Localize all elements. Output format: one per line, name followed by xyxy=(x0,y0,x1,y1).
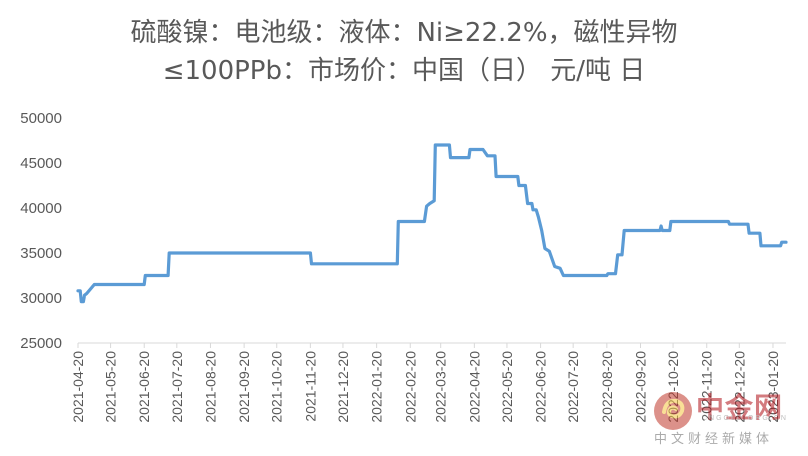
x-tick-label: 2022-11-20 xyxy=(699,351,715,422)
x-tick-label: 2021-08-20 xyxy=(202,351,218,423)
x-tick-label: 2021-06-20 xyxy=(136,351,152,423)
x-tick-label: 2022-06-20 xyxy=(533,351,549,423)
y-tick-label: 45000 xyxy=(20,155,62,172)
watermark-domain: CNGOLD.ORG.CN xyxy=(702,415,788,422)
x-tick-label: 2022-02-20 xyxy=(402,351,418,423)
cngold-logo-icon xyxy=(654,392,692,430)
x-axis: 2021-04-20 2021-05-20 2021-06-20 2021-07-20… xyxy=(70,342,786,423)
x-tick-label: 2022-01-20 xyxy=(369,351,385,423)
x-tick-label: 2022-08-20 xyxy=(599,351,615,423)
plot-area xyxy=(76,143,788,304)
chart-title-line-2: ≤100PPb：市场价：中国（日） 元/吨 日 xyxy=(162,56,646,86)
y-tick-label: 50000 xyxy=(20,110,62,127)
x-tick-label: 2022-07-20 xyxy=(565,351,581,423)
y-axis: 25000 30000 35000 40000 45000 50000 xyxy=(20,110,62,352)
x-tick-label: 2021-05-20 xyxy=(103,351,119,423)
x-tick-label: 2021-10-20 xyxy=(269,351,285,423)
x-tick-label: 2021-04-20 xyxy=(70,351,86,423)
x-tick-label: 2023-01-20 xyxy=(765,351,781,423)
y-tick-label: 40000 xyxy=(20,200,62,217)
chart-title-line-1: 硫酸镍：电池级：液体：Ni≥22.2%，磁性异物 xyxy=(130,18,678,48)
y-tick-label: 35000 xyxy=(20,245,62,262)
x-tick-label: 2021-12-20 xyxy=(335,351,351,423)
x-tick-label: 2021-09-20 xyxy=(236,351,252,423)
watermark: 中金网 CNGOLD.ORG.CN 中文财经新媒体 xyxy=(650,386,800,450)
y-tick-label: 25000 xyxy=(20,335,62,352)
x-tick-label: 2022-09-20 xyxy=(632,351,648,423)
x-tick-label: 2021-07-20 xyxy=(169,351,185,423)
x-tick-label: 2021-11-20 xyxy=(302,351,318,422)
watermark-name: 中金网 xyxy=(696,391,784,424)
x-tick-label: 2022-12-20 xyxy=(731,351,747,423)
x-tick-label: 2022-04-20 xyxy=(466,351,482,423)
y-tick-label: 30000 xyxy=(20,290,62,307)
chart-title: 硫酸镍：电池级：液体：Ni≥22.2%，磁性异物 ≤100PPb：市场价：中国（… xyxy=(0,14,808,90)
series-line xyxy=(76,143,788,304)
watermark-tagline: 中文财经新媒体 xyxy=(654,432,774,447)
x-tick-label: 2022-05-20 xyxy=(499,351,515,423)
x-tick-label: 2022-03-20 xyxy=(433,351,449,423)
